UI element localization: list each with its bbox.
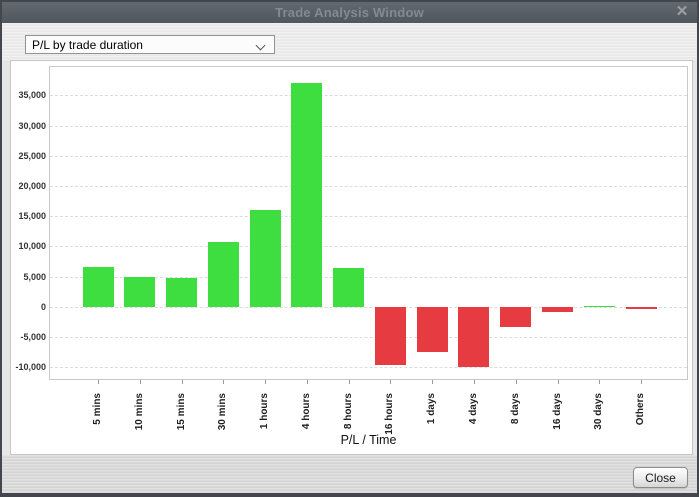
gridline (50, 276, 687, 278)
bar-10-mins (124, 276, 156, 307)
y-tick-label: 25,000 (18, 150, 46, 161)
plot-area: 35,000 30,000 25,000 20,000 15,000 10,000 5,00… (15, 66, 688, 435)
gridline (50, 306, 687, 308)
gridline (50, 246, 687, 248)
bar-1-hours (249, 209, 281, 307)
bar-4-days (458, 306, 490, 368)
y-tick-label: 20,000 (18, 181, 46, 191)
close-icon[interactable]: ✕ (675, 3, 689, 20)
gridline (50, 336, 687, 338)
toolbar-strip: P/L by trade duration (2, 23, 697, 60)
chart-type-dropdown[interactable]: P/L by trade duration (25, 35, 275, 54)
x-axis-tick (557, 380, 559, 384)
bar-others (625, 306, 657, 309)
bar-30-days (583, 305, 615, 307)
y-tick-label: 15,000 (18, 211, 46, 222)
close-button[interactable]: Close (633, 467, 688, 488)
gridline (50, 186, 687, 187)
y-tick-label: 5,000 (23, 271, 46, 282)
bar-1-days (416, 306, 448, 352)
gridline (50, 95, 687, 97)
x-axis-tick (432, 380, 434, 384)
x-axis-tick (515, 380, 517, 384)
gridline (50, 216, 687, 218)
x-axis-tick (641, 380, 642, 384)
gridline (50, 367, 687, 369)
bar-15-mins (166, 278, 197, 307)
window-title: Trade Analysis Window (275, 5, 424, 20)
window-titlebar[interactable]: Trade Analysis Window ✕ (2, 2, 697, 23)
bar-30-mins (207, 241, 239, 307)
y-tick-label: -10,000 (15, 362, 46, 373)
x-axis-title: P/L / Time (340, 433, 397, 447)
x-axis-tick (306, 380, 308, 384)
x-axis-tick (139, 380, 141, 384)
x-axis-tick (473, 380, 475, 384)
x-axis-tick (265, 380, 267, 384)
y-tick-label: 10,000 (18, 241, 46, 252)
y-tick-label: 0 (40, 301, 46, 312)
chevron-down-icon (257, 41, 265, 49)
x-axis-tick (390, 380, 392, 384)
bar-8-days (500, 306, 532, 327)
bar-4-hours (291, 82, 323, 307)
y-tick-label: 35,000 (18, 90, 46, 101)
bar-16-hours (374, 306, 406, 366)
gridline (50, 125, 687, 127)
chart-type-dropdown-value: P/L by trade duration (32, 37, 143, 52)
chart-panel: 35,000 30,000 25,000 20,000 15,000 10,000 5,00… (10, 60, 693, 455)
footer-bar: Close (2, 455, 697, 493)
y-tick-label: -5,000 (20, 331, 46, 342)
x-axis-tick (599, 380, 601, 384)
y-tick-label: 30,000 (18, 120, 46, 131)
x-axis-tick (98, 380, 99, 384)
bar-5-mins (82, 266, 114, 307)
bar-8-hours (333, 268, 365, 307)
x-axis-tick (348, 380, 350, 384)
x-axis-tick (223, 380, 225, 384)
gridline (50, 155, 687, 157)
bar-16-days (542, 306, 573, 313)
x-axis-tick (181, 380, 183, 384)
